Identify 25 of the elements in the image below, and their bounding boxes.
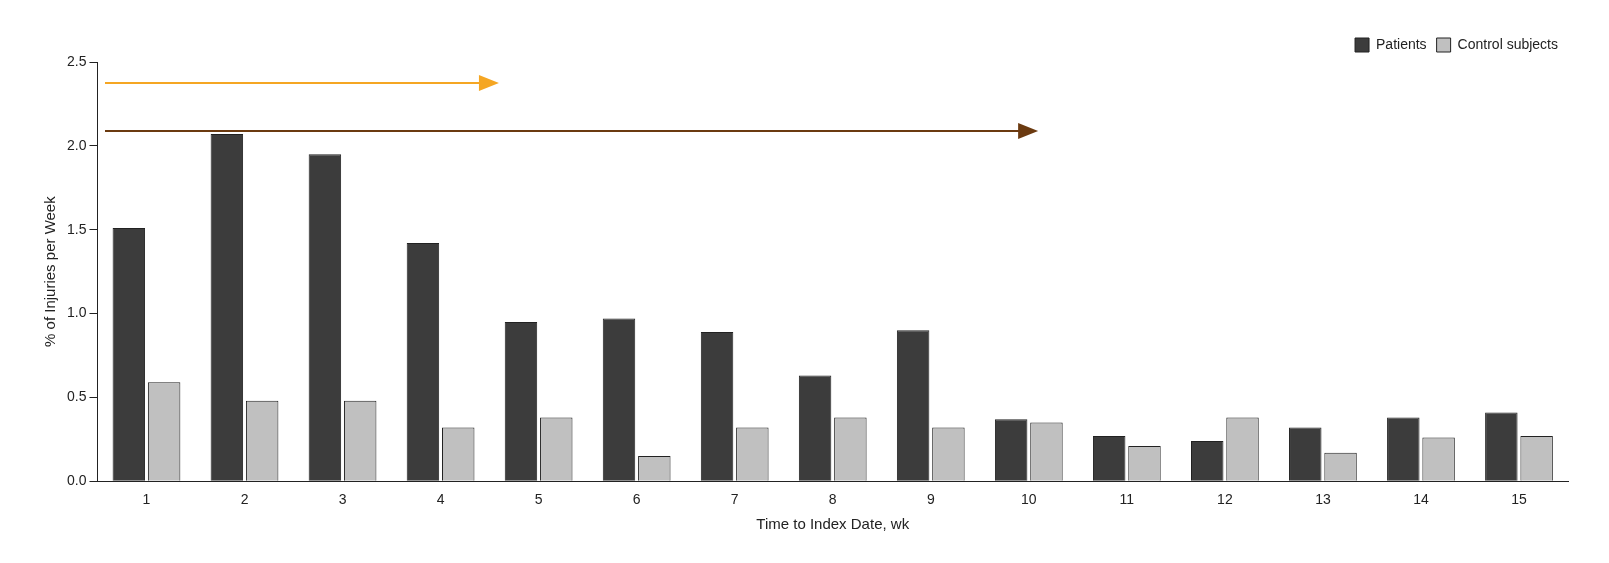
x-tick-label: 15	[1511, 491, 1527, 508]
x-tick-label: 12	[1217, 491, 1233, 508]
y-tick-label: 0.0	[66, 472, 87, 489]
x-tick-label: 5	[534, 491, 543, 508]
y-tick-label: 1.0	[66, 304, 87, 321]
x-tick-label: 6	[632, 491, 641, 508]
x-tick-label: 14	[1413, 491, 1429, 508]
x-tick-label: 3	[338, 491, 347, 508]
x-tick-label: 11	[1119, 491, 1135, 508]
y-axis-title: % of Injuries per Week	[41, 195, 59, 347]
x-tick-label: 9	[926, 491, 935, 508]
x-tick-label: 7	[730, 491, 739, 508]
x-tick-label: 4	[436, 491, 445, 508]
y-tick-label: 2.0	[66, 136, 87, 153]
x-tick-label: 2	[240, 491, 249, 508]
x-tick-label: 10	[1021, 491, 1037, 508]
x-axis-title: Time to Index Date, wk	[756, 515, 910, 533]
legend-label: Control subjects	[1457, 35, 1559, 52]
x-tick-label: 8	[828, 491, 837, 508]
x-tick-label: 13	[1315, 491, 1331, 508]
legend-label: Patients	[1376, 35, 1427, 52]
x-tick-label: 1	[142, 491, 151, 508]
y-tick-label: 0.5	[66, 388, 87, 405]
y-tick-label: 1.5	[66, 220, 87, 237]
y-tick-label: 2.5	[66, 52, 87, 69]
